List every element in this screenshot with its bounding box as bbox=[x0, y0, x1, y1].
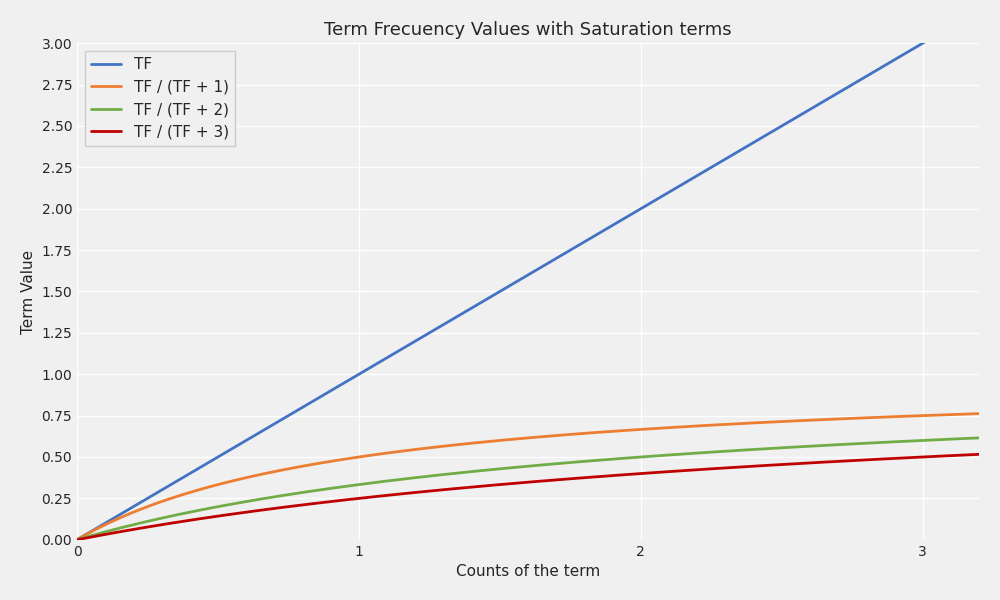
Legend: TF, TF / (TF + 1), TF / (TF + 2), TF / (TF + 3): TF, TF / (TF + 1), TF / (TF + 2), TF / (… bbox=[85, 51, 235, 146]
TF / (TF + 2) bbox=[510, 464, 522, 471]
TF bbox=[947, 22, 959, 29]
Line: TF: TF bbox=[77, 10, 979, 540]
Title: Term Frecuency Values with Saturation terms: Term Frecuency Values with Saturation te… bbox=[324, 21, 732, 39]
TF / (TF + 1) bbox=[71, 536, 83, 544]
TF / (TF + 1) bbox=[781, 418, 793, 425]
TF / (TF + 3) bbox=[486, 482, 498, 489]
TF / (TF + 1) bbox=[947, 411, 959, 418]
TF / (TF + 3) bbox=[117, 527, 129, 535]
TF / (TF + 3) bbox=[947, 452, 959, 459]
TF / (TF + 2) bbox=[71, 536, 83, 544]
TF / (TF + 2) bbox=[486, 466, 498, 473]
TF / (TF + 1) bbox=[947, 411, 959, 418]
TF bbox=[947, 22, 959, 29]
Line: TF / (TF + 2): TF / (TF + 2) bbox=[77, 438, 979, 540]
TF / (TF + 1) bbox=[486, 437, 498, 445]
TF bbox=[71, 536, 83, 544]
TF / (TF + 2) bbox=[947, 436, 959, 443]
TF / (TF + 3) bbox=[510, 479, 522, 487]
TF bbox=[781, 119, 793, 126]
Line: TF / (TF + 1): TF / (TF + 1) bbox=[77, 413, 979, 540]
X-axis label: Counts of the term: Counts of the term bbox=[456, 564, 600, 579]
TF / (TF + 3) bbox=[781, 461, 793, 468]
TF / (TF + 3) bbox=[973, 451, 985, 458]
TF / (TF + 3) bbox=[71, 536, 83, 544]
TF / (TF + 1) bbox=[510, 436, 522, 443]
TF / (TF + 2) bbox=[781, 444, 793, 451]
TF / (TF + 3) bbox=[947, 452, 959, 459]
TF bbox=[510, 278, 522, 286]
Line: TF / (TF + 3): TF / (TF + 3) bbox=[77, 454, 979, 540]
TF / (TF + 1) bbox=[973, 410, 985, 417]
TF bbox=[117, 509, 129, 517]
TF / (TF + 2) bbox=[973, 434, 985, 442]
TF bbox=[486, 293, 498, 300]
Y-axis label: Term Value: Term Value bbox=[21, 250, 36, 334]
TF bbox=[973, 7, 985, 14]
TF / (TF + 1) bbox=[117, 513, 129, 520]
TF / (TF + 2) bbox=[947, 436, 959, 443]
TF / (TF + 2) bbox=[117, 524, 129, 531]
